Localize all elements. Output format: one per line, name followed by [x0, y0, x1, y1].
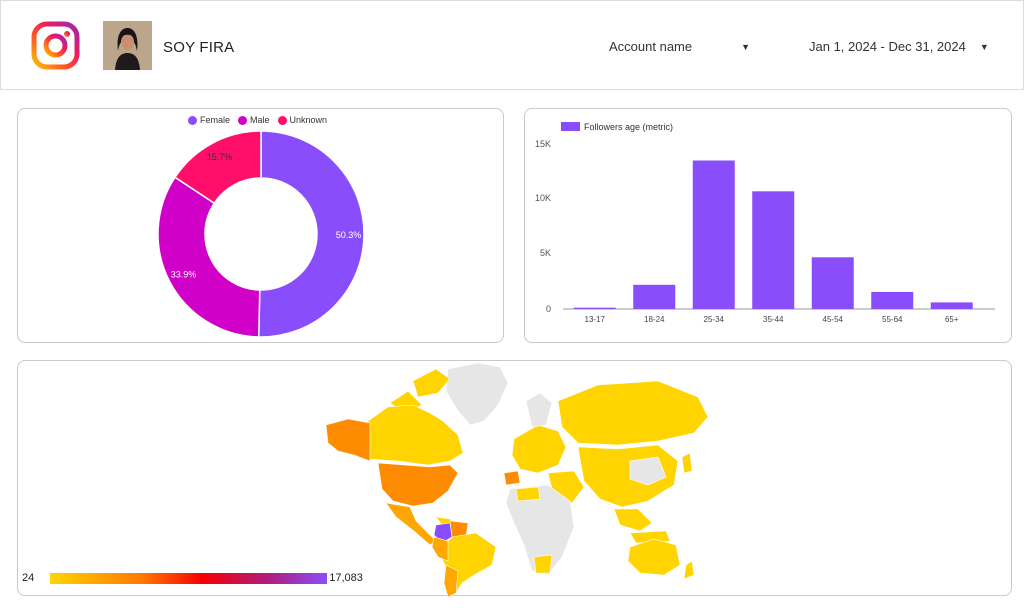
- donut-slice-female[interactable]: [257, 130, 365, 338]
- map-region-spain[interactable]: [503, 470, 521, 486]
- gender-donut-chart: 50.3% 33.9% 15.7%: [157, 130, 365, 338]
- donut-slice-label: 50.3%: [336, 230, 362, 240]
- y-tick-label: 15K: [535, 139, 551, 149]
- map-region-australia[interactable]: [627, 538, 681, 576]
- account-selector-label: Account name: [609, 39, 693, 54]
- map-region-alaska[interactable]: [325, 418, 371, 462]
- x-tick-label: 45-54: [823, 315, 844, 324]
- legend-item-female[interactable]: Female: [188, 115, 230, 125]
- map-region-russia[interactable]: [557, 380, 709, 446]
- map-gradient-bar: [50, 572, 328, 584]
- avatar: [103, 21, 152, 70]
- report-header: SOY FIRA Account name ▼ Jan 1, 2024 - De…: [0, 0, 1024, 90]
- legend-label: Female: [200, 115, 231, 125]
- legend-item-unknown[interactable]: Unknown: [277, 115, 328, 125]
- map-region-europe[interactable]: [511, 424, 567, 474]
- x-tick-label: 35-44: [763, 315, 784, 324]
- world-map: [325, 362, 709, 598]
- map-region-new-zealand[interactable]: [683, 560, 695, 580]
- x-tick-label: 13-17: [585, 315, 606, 324]
- map-region-africa-north[interactable]: [515, 486, 541, 502]
- bar-45-54[interactable]: [811, 257, 854, 309]
- map-legend-min: 24: [22, 572, 35, 584]
- bar-25-34[interactable]: [692, 160, 735, 310]
- y-tick-label: 10K: [535, 193, 551, 203]
- legend-swatch: [188, 115, 197, 125]
- bar-55-64[interactable]: [871, 291, 914, 309]
- donut-slice-label: 15.7%: [207, 152, 233, 162]
- map-color-legend: 24 17,083: [22, 572, 363, 584]
- map-region-arctic-islands[interactable]: [412, 368, 451, 398]
- date-range-label: Jan 1, 2024 - Dec 31, 2024: [809, 39, 966, 54]
- map-region-south-africa[interactable]: [533, 554, 553, 574]
- gender-legend: Female Male Unknown: [188, 115, 335, 125]
- legend-label: Unknown: [289, 115, 328, 125]
- x-tick-label: 25-34: [704, 315, 725, 324]
- gender-chart-panel: Female Male Unknown 50.3% 33.9% 15.7%: [17, 108, 504, 343]
- map-region-peru[interactable]: [431, 536, 449, 562]
- bar-35-44[interactable]: [752, 191, 795, 309]
- map-region-africa[interactable]: [505, 484, 575, 576]
- map-region-argentina[interactable]: [443, 564, 459, 598]
- map-region-mexico[interactable]: [385, 502, 437, 546]
- legend-label: Male: [250, 115, 270, 125]
- legend-item-male[interactable]: Male: [238, 115, 270, 125]
- instagram-icon: [31, 21, 80, 70]
- caret-down-icon: ▼: [741, 41, 751, 52]
- map-region-greenland[interactable]: [445, 362, 509, 426]
- map-region-china[interactable]: [629, 456, 667, 486]
- date-range-picker[interactable]: Jan 1, 2024 - Dec 31, 2024 ▼: [809, 39, 989, 54]
- legend-swatch: [277, 115, 287, 125]
- age-chart-panel: Followers age (metric) 15K 10K 5K 0 13-1…: [524, 108, 1012, 343]
- map-region-southeast-asia[interactable]: [613, 508, 653, 532]
- legend-swatch: [238, 115, 248, 125]
- account-title: SOY FIRA: [163, 39, 235, 56]
- age-legend-label: Followers age (metric): [584, 122, 673, 132]
- map-region-japan[interactable]: [681, 452, 693, 474]
- y-tick-label: 0: [546, 304, 551, 314]
- donut-slice-male[interactable]: [157, 176, 261, 338]
- followers-map-panel: [17, 360, 1012, 598]
- x-tick-label: 55-64: [882, 315, 903, 324]
- caret-down-icon: ▼: [979, 41, 989, 52]
- y-tick-label: 5K: [540, 248, 551, 258]
- x-tick-label: 65+: [945, 315, 959, 324]
- bar-65+[interactable]: [930, 302, 973, 309]
- map-region-usa[interactable]: [377, 462, 459, 507]
- bar-13-17[interactable]: [573, 307, 616, 309]
- donut-slice-unknown[interactable]: [173, 130, 262, 205]
- legend-swatch: [561, 122, 580, 131]
- donut-slice-label: 33.9%: [171, 270, 197, 280]
- map-region-scandinavia[interactable]: [525, 392, 553, 428]
- x-tick-label: 18-24: [644, 315, 665, 324]
- age-bar-chart: Followers age (metric) 15K 10K 5K 0 13-1…: [535, 122, 995, 324]
- map-legend-max: 17,083: [329, 572, 363, 584]
- account-selector[interactable]: Account name ▼: [609, 39, 750, 54]
- map-region-canada[interactable]: [367, 404, 464, 466]
- bar-18-24[interactable]: [633, 284, 676, 309]
- map-region-indonesia[interactable]: [629, 530, 671, 544]
